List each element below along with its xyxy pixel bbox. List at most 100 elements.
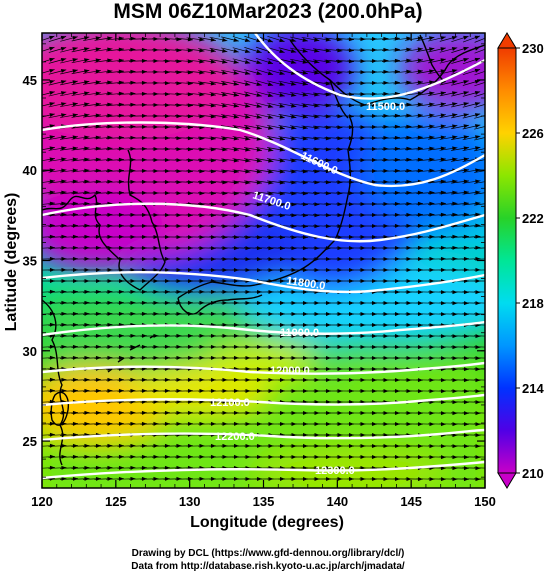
wind-arrow xyxy=(301,36,320,42)
wind-arrow xyxy=(312,180,332,185)
wind-arrow xyxy=(267,136,285,141)
wind-arrow xyxy=(221,114,239,119)
wind-arrow xyxy=(301,70,320,75)
wind-arrow xyxy=(370,80,389,85)
wind-arrow xyxy=(59,454,79,459)
wind-arrow xyxy=(451,80,469,86)
colorbar-scale xyxy=(497,47,517,474)
wind-arrow xyxy=(221,69,239,75)
wind-arrow xyxy=(42,146,55,151)
wind-arrow xyxy=(474,81,485,87)
wind-arrow xyxy=(42,344,56,349)
wind-arrow xyxy=(209,36,228,42)
wind-arrow xyxy=(473,379,485,381)
wind-arrow xyxy=(278,36,297,42)
wind-arrow xyxy=(462,179,481,184)
wind-arrow xyxy=(71,289,90,294)
wind-arrow xyxy=(151,70,171,75)
wind-arrow xyxy=(244,91,262,97)
wind-arrow xyxy=(83,36,101,42)
wind-arrow xyxy=(451,179,469,184)
wind-arrow xyxy=(198,48,216,53)
wind-arrow xyxy=(370,102,389,107)
wind-arrow xyxy=(416,80,435,85)
wind-arrow xyxy=(60,91,78,97)
wind-arrow xyxy=(71,36,90,42)
wind-arrow xyxy=(416,234,435,239)
wind-arrow xyxy=(474,170,485,173)
wind-arrow xyxy=(48,234,67,239)
wind-arrow xyxy=(71,322,90,327)
wind-arrow xyxy=(48,102,67,108)
x-tick-label: 140 xyxy=(326,494,348,509)
wind-arrow xyxy=(473,247,485,249)
colorbar-tick-label: 210 xyxy=(522,466,544,481)
wind-arrow xyxy=(428,124,446,129)
wind-arrow xyxy=(473,313,485,315)
wind-arrow xyxy=(416,36,435,42)
wind-arrow xyxy=(48,46,67,53)
wind-arrow xyxy=(221,92,239,97)
colorbar-min-arrow xyxy=(497,472,517,489)
wind-arrow xyxy=(42,289,56,294)
wind-arrow xyxy=(474,93,485,97)
wind-arrow xyxy=(473,401,485,403)
wind-arrow xyxy=(451,102,469,108)
y-tick-label: 45 xyxy=(23,73,37,88)
wind-arrow xyxy=(451,113,469,119)
wind-arrow xyxy=(60,113,78,118)
wind-arrow xyxy=(163,125,182,130)
wind-arrow xyxy=(290,125,308,130)
wind-arrow xyxy=(462,146,481,152)
wind-arrow xyxy=(48,377,67,382)
wind-arrow xyxy=(94,168,113,173)
wind-arrow xyxy=(59,355,79,360)
coastlines xyxy=(42,34,485,466)
wind-arrow xyxy=(232,235,251,240)
wind-arrow xyxy=(255,102,274,108)
wind-arrow xyxy=(42,102,55,107)
x-tick-label: 125 xyxy=(105,494,127,509)
wind-arrow xyxy=(94,179,113,184)
wind-arrow xyxy=(163,114,182,119)
wind-arrow xyxy=(83,80,101,85)
wind-arrow xyxy=(209,136,228,141)
wind-arrow xyxy=(474,203,485,206)
wind-arrow xyxy=(393,36,412,41)
wind-arrow xyxy=(82,443,102,448)
wind-arrow xyxy=(232,158,251,163)
wind-arrow xyxy=(60,146,78,151)
wind-arrow xyxy=(474,104,485,108)
wind-arrow xyxy=(151,37,171,42)
wind-arrow xyxy=(428,36,446,42)
wind-arrow xyxy=(60,47,78,53)
wind-arrow xyxy=(243,246,263,251)
wind-arrow xyxy=(370,58,389,63)
wind-arrow xyxy=(59,300,79,305)
wind-arrow xyxy=(48,465,67,470)
wind-arrow xyxy=(267,147,285,152)
wind-arrow xyxy=(82,355,102,360)
wind-arrow xyxy=(42,311,56,316)
wind-arrow xyxy=(220,235,240,240)
colorbar-tick-label: 214 xyxy=(522,381,544,396)
wind-arrow xyxy=(255,169,274,174)
wind-arrow xyxy=(82,410,102,415)
wind-arrow xyxy=(117,36,136,41)
wind-arrow xyxy=(232,136,251,141)
wind-arrow xyxy=(278,69,297,75)
wind-arrow xyxy=(198,59,216,64)
wind-arrow xyxy=(71,212,90,217)
wind-arrow xyxy=(289,224,309,229)
wind-arrow xyxy=(439,135,458,140)
wind-arrow xyxy=(405,80,423,85)
wind-arrow xyxy=(82,454,102,459)
y-axis: 25 30 35 40 45 xyxy=(23,43,485,478)
wind-arrow xyxy=(232,169,251,174)
wind-arrow xyxy=(48,69,67,75)
wind-arrow xyxy=(393,201,412,206)
wind-arrow xyxy=(221,58,239,64)
wind-arrow xyxy=(48,113,67,119)
wind-arrow xyxy=(301,191,320,196)
wind-arrow xyxy=(428,113,446,118)
